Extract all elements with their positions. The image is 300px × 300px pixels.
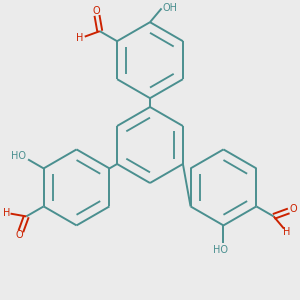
Text: HO: HO [11,152,26,161]
Text: OH: OH [162,3,177,14]
Text: H: H [76,33,84,43]
Text: O: O [290,204,297,214]
Text: HO: HO [213,245,228,255]
Text: H: H [3,208,10,218]
Text: H: H [284,227,291,238]
Text: O: O [92,5,100,16]
Text: O: O [16,230,23,240]
